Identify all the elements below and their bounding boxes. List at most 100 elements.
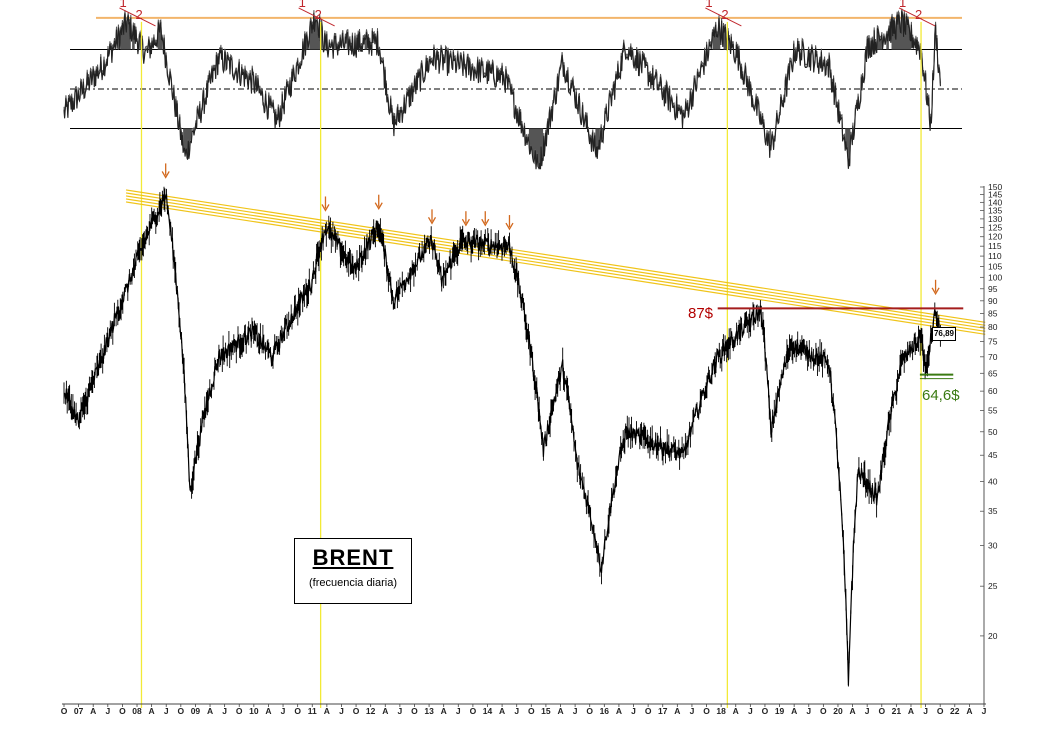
arrow-head: [931, 287, 940, 296]
x-tick-label: A: [90, 706, 96, 716]
x-tick-label: 17: [658, 706, 668, 716]
y-tick-label: 75: [988, 336, 998, 346]
x-tick-label: A: [265, 706, 271, 716]
divergence-stroke: [119, 7, 156, 27]
x-tick-label: O: [937, 706, 944, 716]
x-tick-label: A: [149, 706, 155, 716]
x-tick-label: A: [966, 706, 972, 716]
x-tick-label: J: [281, 706, 286, 716]
arrow-head: [374, 202, 383, 210]
oscillator-levels: [70, 16, 962, 129]
x-tick-label: J: [631, 706, 636, 716]
x-tick-label: J: [690, 706, 695, 716]
x-tick-label: A: [850, 706, 856, 716]
x-tick-label: J: [398, 706, 403, 716]
x-tick-label: J: [514, 706, 519, 716]
x-axis: O 07 A J O 08 A J O 09 A J O 10 A J O 11 A J O 12 A J O 13 A J O 14 A J…: [61, 703, 987, 716]
y-tick-label: 35: [988, 506, 998, 516]
x-tick-label: A: [324, 706, 330, 716]
x-tick-label: 09: [191, 706, 201, 716]
price-wicks: [63, 186, 941, 687]
y-tick-label: 30: [988, 541, 998, 551]
top-arrow: [161, 163, 170, 179]
x-tick-label: O: [411, 706, 418, 716]
x-tick-label: O: [528, 706, 535, 716]
arrow-head: [427, 216, 437, 225]
trendline-2: [125, 192, 986, 326]
trendline-5: [125, 201, 986, 335]
price-line: [63, 193, 941, 686]
x-tick-label: J: [339, 706, 344, 716]
peak-marker-2: 2: [721, 7, 728, 22]
top-arrows: [161, 163, 940, 296]
x-tick-label: A: [733, 706, 739, 716]
trendline-channel: [125, 189, 986, 335]
x-tick-label: 07: [74, 706, 84, 716]
x-tick-label: 13: [424, 706, 434, 716]
y-tick-label: 110: [988, 251, 1002, 261]
y-tick-label: 60: [988, 386, 998, 396]
y-tick-label: 45: [988, 450, 998, 460]
x-tick-label: O: [762, 706, 769, 716]
x-tick-label: 15: [541, 706, 551, 716]
top-arrow: [321, 196, 330, 212]
x-tick-label: 14: [483, 706, 493, 716]
x-tick-label: 18: [716, 706, 726, 716]
x-tick-label: A: [908, 706, 914, 716]
resistance-label: 87$: [688, 305, 714, 322]
y-tick-label: 125: [988, 223, 1002, 233]
divergence-stroke: [705, 7, 742, 27]
top-arrow: [505, 215, 514, 231]
top-arrow: [481, 211, 490, 227]
oscillator-overbought-fill: [712, 16, 721, 50]
last-price-badge: 76,89: [932, 327, 956, 341]
x-tick-label: A: [791, 706, 797, 716]
arrow-head: [321, 204, 330, 212]
x-tick-label: J: [164, 706, 169, 716]
x-tick-label: A: [382, 706, 388, 716]
x-tick-label: 21: [892, 706, 902, 716]
y-tick-label: 40: [988, 476, 998, 486]
y-tick-label: 65: [988, 368, 998, 378]
x-tick-label: O: [703, 706, 710, 716]
trendline-4: [125, 198, 986, 332]
x-tick-label: A: [557, 706, 563, 716]
x-tick-label: O: [645, 706, 652, 716]
x-tick-label: J: [105, 706, 110, 716]
x-tick-label: J: [573, 706, 578, 716]
y-tick-label: 100: [988, 272, 1002, 282]
y-tick-label: 55: [988, 406, 998, 416]
x-tick-label: O: [820, 706, 827, 716]
x-tick-label: 12: [366, 706, 376, 716]
oscillator-overbought-fill: [309, 11, 323, 50]
x-tick-label: A: [499, 706, 505, 716]
chart-title-box: BRENT (frecuencia diaria): [294, 538, 412, 604]
price-series: [63, 186, 941, 687]
peak-marker-2: 2: [915, 7, 922, 22]
top-arrow: [427, 209, 437, 225]
y-tick-label: 105: [988, 261, 1002, 271]
top-arrow: [374, 194, 383, 210]
x-tick-label: O: [353, 706, 360, 716]
arrow-head: [481, 218, 490, 227]
oscillator-oversold-fill: [528, 128, 544, 168]
x-tick-label: 22: [950, 706, 960, 716]
x-tick-label: 10: [249, 706, 259, 716]
x-tick-label: O: [294, 706, 301, 716]
y-tick-label: 70: [988, 352, 998, 362]
x-tick-label: A: [674, 706, 680, 716]
vertical-markers: [140, 21, 922, 708]
x-tick-label: J: [456, 706, 461, 716]
x-tick-label: J: [806, 706, 811, 716]
peak-marker-1: 1: [299, 0, 306, 10]
price-levels: [717, 307, 964, 380]
x-tick-label: J: [748, 706, 753, 716]
divergence-stroke: [298, 7, 335, 27]
arrow-head: [461, 218, 470, 227]
top-arrow: [931, 279, 940, 296]
oscillator-oversold-fill: [595, 128, 600, 158]
oscillator-series: [63, 8, 941, 170]
x-tick-label: 08: [132, 706, 142, 716]
